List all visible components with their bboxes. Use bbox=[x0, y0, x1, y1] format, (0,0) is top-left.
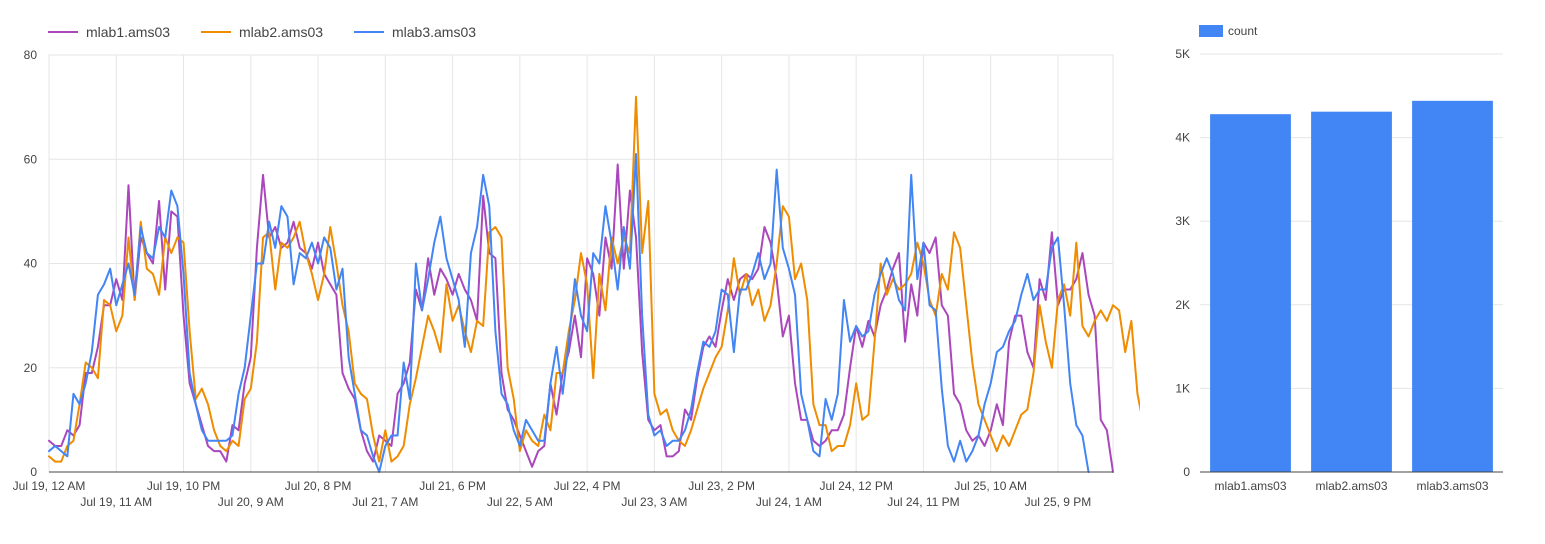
x-tick-label: Jul 25, 9 PM bbox=[1025, 495, 1092, 509]
y-tick-label: 40 bbox=[24, 257, 38, 271]
x-tick-label: Jul 22, 5 AM bbox=[487, 495, 553, 509]
x-tick-label: Jul 24, 1 AM bbox=[756, 495, 822, 509]
legend-item-mlab3.ams03[interactable]: mlab3.ams03 bbox=[354, 24, 476, 40]
legend-item-mlab2.ams03[interactable]: mlab2.ams03 bbox=[201, 24, 323, 40]
x-tick-label: mlab2.ams03 bbox=[1315, 479, 1387, 493]
line-chart-panel: mlab1.ams03 mlab2.ams03 mlab3.ams03 0 20 40 60… bbox=[13, 24, 1140, 509]
x-tick-label: mlab1.ams03 bbox=[1214, 479, 1286, 493]
x-tick-label: Jul 24, 11 PM bbox=[887, 495, 959, 509]
legend-label: mlab2.ams03 bbox=[239, 24, 323, 40]
x-tick-label: Jul 21, 7 AM bbox=[352, 495, 418, 509]
y-tick-label: 0 bbox=[1183, 465, 1190, 479]
legend-swatch bbox=[1199, 25, 1223, 37]
x-tick-label: Jul 23, 3 AM bbox=[621, 495, 687, 509]
y-tick-label: 5K bbox=[1175, 47, 1190, 61]
legend-item-count[interactable]: count bbox=[1199, 24, 1258, 38]
y-tick-label: 20 bbox=[24, 361, 38, 375]
x-tick-label: Jul 19, 11 AM bbox=[80, 495, 152, 509]
legend-item-mlab1.ams03[interactable]: mlab1.ams03 bbox=[48, 24, 170, 40]
legend-label: count bbox=[1228, 24, 1258, 38]
x-tick-label: Jul 19, 12 AM bbox=[13, 479, 86, 493]
y-tick-label: 1K bbox=[1175, 381, 1190, 395]
y-tick-label: 4K bbox=[1175, 131, 1190, 145]
bar-chart: count 0 1K 2K 3K 4K 5K mlab1.ams03 mlab2.ams03 ml… bbox=[1175, 24, 1503, 493]
line-chart: mlab1.ams03 mlab2.ams03 mlab3.ams03 0 20 40 60… bbox=[13, 24, 1140, 509]
series-line-mlab2.ams03 bbox=[48, 95, 1140, 463]
y-tick-label: 2K bbox=[1175, 298, 1190, 312]
series-line-mlab3.ams03 bbox=[48, 153, 1090, 473]
y-tick-label: 80 bbox=[24, 48, 38, 62]
x-tick-label: Jul 24, 12 PM bbox=[819, 479, 892, 493]
bar-mlab1.ams03[interactable] bbox=[1210, 114, 1291, 472]
legend-label: mlab3.ams03 bbox=[392, 24, 476, 40]
x-tick-label: Jul 20, 8 PM bbox=[285, 479, 352, 493]
x-tick-label: Jul 22, 4 PM bbox=[554, 479, 621, 493]
x-tick-label: mlab3.ams03 bbox=[1416, 479, 1488, 493]
series-line-mlab1.ams03 bbox=[48, 163, 1114, 473]
y-tick-label: 0 bbox=[30, 465, 37, 479]
bar-mlab2.ams03[interactable] bbox=[1311, 111, 1392, 473]
bar-chart-panel: count 0 1K 2K 3K 4K 5K mlab1.ams03 mlab2.ams03 ml… bbox=[1160, 0, 1545, 544]
y-tick-label: 60 bbox=[24, 152, 38, 166]
legend-label: mlab1.ams03 bbox=[86, 24, 170, 40]
x-tick-label: Jul 21, 6 PM bbox=[419, 479, 486, 493]
x-tick-label: Jul 25, 10 AM bbox=[954, 479, 1027, 493]
x-tick-label: Jul 19, 10 PM bbox=[147, 479, 220, 493]
x-tick-label: Jul 23, 2 PM bbox=[688, 479, 755, 493]
bar-mlab3.ams03[interactable] bbox=[1412, 100, 1493, 472]
y-tick-label: 3K bbox=[1175, 214, 1190, 228]
x-tick-label: Jul 20, 9 AM bbox=[218, 495, 284, 509]
